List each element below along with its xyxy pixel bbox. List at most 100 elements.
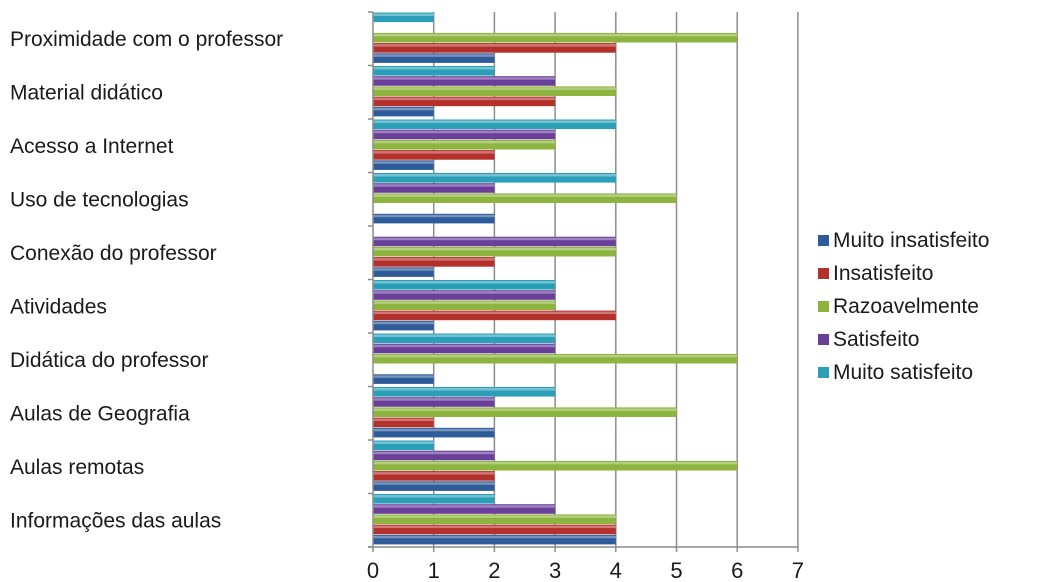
bar-highlight xyxy=(373,258,495,261)
legend-label: Muito satisfeito xyxy=(833,360,974,384)
bar-highlight xyxy=(373,418,434,422)
bar-razoavelmente xyxy=(373,407,677,417)
bar-highlight xyxy=(373,495,495,498)
bar-highlight xyxy=(373,281,556,284)
bar-highlight xyxy=(373,97,556,101)
category-label: Informações das aulas xyxy=(10,509,221,532)
bar-razoavelmente xyxy=(373,32,738,43)
bar-muito-insatisfeito xyxy=(373,320,434,331)
bar-insatisfeito xyxy=(373,310,616,321)
bar-muito-satisfeito xyxy=(373,440,434,451)
bar-highlight xyxy=(373,505,556,508)
bar-highlight xyxy=(373,311,616,315)
bar-satisfeito xyxy=(373,397,495,407)
bar-highlight xyxy=(373,13,434,16)
bar-highlight xyxy=(373,87,616,90)
bar-satisfeito xyxy=(373,183,495,193)
bar-highlight xyxy=(373,140,556,144)
bar-satisfeito xyxy=(373,504,556,514)
bar-highlight xyxy=(373,525,616,529)
bar-muito-insatisfeito xyxy=(373,213,495,224)
bar-highlight xyxy=(373,120,616,123)
x-tick-labels: 0 1 2 3 4 5 6 7 xyxy=(367,558,804,582)
bar-muito-insatisfeito xyxy=(373,160,434,170)
x-tick-label: 5 xyxy=(670,558,682,582)
bar-highlight xyxy=(373,472,495,475)
legend: Muito insatisfeito Insatisfeito Razoavelme… xyxy=(818,224,989,389)
bar-muito-insatisfeito xyxy=(373,427,495,438)
x-tick-label: 2 xyxy=(488,558,500,582)
bar-razoavelmente xyxy=(373,193,677,203)
legend-swatch xyxy=(818,367,829,378)
bar-highlight xyxy=(373,535,616,539)
category-labels: Informações das aulas Aulas remotas Aulas … xyxy=(10,28,283,533)
bar-razoavelmente xyxy=(373,300,556,310)
legend-swatch xyxy=(818,301,829,312)
bar-highlight xyxy=(373,482,495,485)
bar-muito-insatisfeito xyxy=(373,481,495,491)
category-label: Didática do professor xyxy=(10,349,208,372)
x-tick-label: 3 xyxy=(549,558,561,582)
bar-insatisfeito xyxy=(373,257,495,267)
bar-highlight xyxy=(373,107,434,111)
bar-highlight xyxy=(373,184,495,187)
bar-muito-satisfeito xyxy=(373,173,616,183)
legend-swatch xyxy=(818,334,829,345)
bar-muito-satisfeito xyxy=(373,333,556,344)
bar-muito-insatisfeito xyxy=(373,374,434,384)
x-tick-label: 7 xyxy=(792,558,804,582)
bar-muito-satisfeito xyxy=(373,494,495,504)
category-label: Aulas remotas xyxy=(10,456,144,479)
bar-muito-satisfeito xyxy=(373,280,556,290)
bar-highlight xyxy=(373,344,556,348)
bar-muito-satisfeito xyxy=(373,387,556,397)
bar-razoavelmente xyxy=(373,460,738,471)
bar-highlight xyxy=(373,398,495,401)
category-label: Acesso a Internet xyxy=(10,135,174,158)
bar-highlight xyxy=(373,441,434,444)
bar-highlight xyxy=(373,291,556,294)
bar-highlight xyxy=(373,461,738,465)
bar-highlight xyxy=(373,301,556,304)
bar-highlight xyxy=(373,33,738,37)
bar-razoavelmente xyxy=(373,246,616,257)
bar-highlight xyxy=(373,237,616,241)
bar-satisfeito xyxy=(373,450,495,461)
bar-razoavelmente xyxy=(373,86,616,96)
category-label: Material didático xyxy=(10,81,163,104)
legend-item: Muito insatisfeito xyxy=(818,224,989,257)
bar-highlight xyxy=(373,268,434,271)
legend-item: Satisfeito xyxy=(818,323,989,356)
x-tick-label: 0 xyxy=(367,558,379,582)
bar-insatisfeito xyxy=(373,471,495,481)
bar-highlight xyxy=(373,375,434,378)
bar-highlight xyxy=(373,161,434,164)
bar-satisfeito xyxy=(373,290,556,300)
bar-highlight xyxy=(373,451,495,455)
bar-highlight xyxy=(373,515,616,518)
bar-muito-satisfeito xyxy=(373,12,434,23)
bar-highlight xyxy=(373,214,495,218)
bar-muito-satisfeito xyxy=(373,66,495,76)
legend-swatch xyxy=(818,268,829,279)
bar-insatisfeito xyxy=(373,417,434,428)
bar-insatisfeito xyxy=(373,524,616,535)
legend-item: Muito satisfeito xyxy=(818,356,989,389)
bar-muito-insatisfeito xyxy=(373,534,616,545)
bar-highlight xyxy=(373,67,495,70)
legend-label: Muito insatisfeito xyxy=(833,228,990,252)
bars xyxy=(373,12,738,545)
legend-item: Insatisfeito xyxy=(818,257,989,290)
bar-satisfeito xyxy=(373,343,556,354)
bar-razoavelmente xyxy=(373,353,738,364)
bar-razoavelmente xyxy=(373,514,616,524)
bar-highlight xyxy=(373,354,738,358)
bar-highlight xyxy=(373,194,677,197)
x-tick-label: 4 xyxy=(610,558,622,582)
bar-highlight xyxy=(373,321,434,325)
legend-item: Razoavelmente xyxy=(818,290,989,323)
bar-insatisfeito xyxy=(373,43,616,53)
bar-highlight xyxy=(373,408,677,411)
legend-label: Razoavelmente xyxy=(833,294,979,318)
